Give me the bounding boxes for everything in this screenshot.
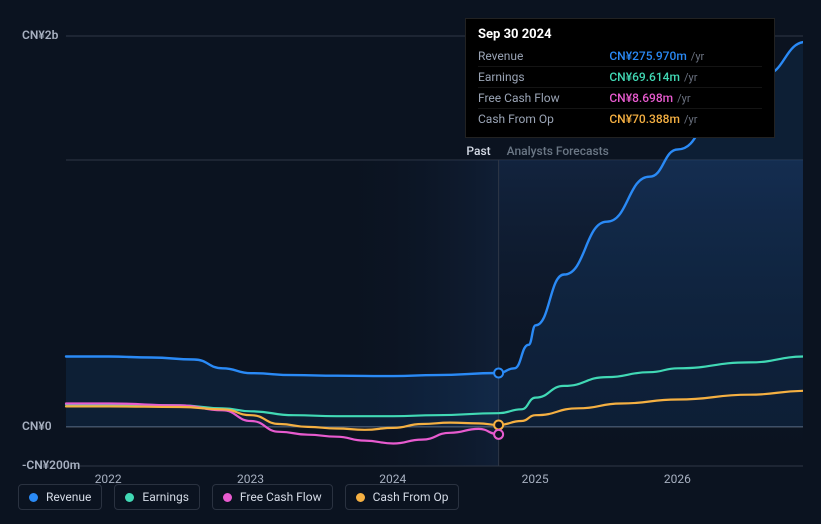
marker-cfo [494, 420, 503, 429]
tooltip-row: EarningsCN¥69.614m/yr [478, 67, 762, 88]
tooltip-row-unit: /yr [691, 50, 704, 63]
legend-item-earnings[interactable]: Earnings [114, 484, 200, 510]
legend-label: Earnings [142, 490, 189, 504]
tooltip-row-value: CN¥275.970m [609, 49, 686, 63]
tooltip-row-label: Revenue [478, 46, 609, 67]
segment-label-forecast: Analysts Forecasts [507, 144, 609, 158]
segment-label-past: Past [466, 144, 490, 158]
tooltip-row-unit: /yr [684, 71, 697, 84]
x-axis-label: 2022 [95, 472, 122, 486]
tooltip-row-value: CN¥69.614m [609, 70, 680, 84]
tooltip-row-label: Free Cash Flow [478, 88, 609, 109]
x-axis-label: 2026 [664, 472, 691, 486]
legend-item-fcf[interactable]: Free Cash Flow [212, 484, 333, 510]
x-axis-label: 2023 [237, 472, 264, 486]
legend-swatch [125, 493, 134, 502]
tooltip-row-unit: /yr [677, 92, 690, 105]
y-axis-label: CN¥0 [22, 419, 52, 433]
legend-swatch [223, 493, 232, 502]
marker-revenue [494, 368, 503, 377]
legend-item-cfo[interactable]: Cash From Op [345, 484, 460, 510]
tooltip-table: RevenueCN¥275.970m/yrEarningsCN¥69.614m/… [478, 46, 762, 129]
tooltip-row-unit: /yr [684, 113, 697, 126]
legend-label: Revenue [46, 490, 91, 504]
x-axis-label: 2025 [522, 472, 549, 486]
chart-legend: Revenue Earnings Free Cash Flow Cash From O… [18, 484, 459, 510]
tooltip-row-value: CN¥70.388m [609, 112, 680, 126]
y-axis-label: -CN¥200m [22, 458, 80, 472]
x-axis-label: 2024 [379, 472, 406, 486]
tooltip-row: RevenueCN¥275.970m/yr [478, 46, 762, 67]
legend-label: Cash From Op [373, 490, 449, 504]
tooltip-row-label: Earnings [478, 67, 609, 88]
legend-item-revenue[interactable]: Revenue [18, 484, 102, 510]
tooltip-row-value: CN¥8.698m [609, 91, 673, 105]
y-axis-label: CN¥2b [22, 28, 58, 42]
marker-fcf [494, 430, 503, 439]
legend-swatch [29, 493, 38, 502]
chart-tooltip: Sep 30 2024 RevenueCN¥275.970m/yrEarning… [465, 18, 775, 138]
legend-swatch [356, 493, 365, 502]
tooltip-row: Cash From OpCN¥70.388m/yr [478, 109, 762, 130]
tooltip-date: Sep 30 2024 [478, 27, 762, 42]
tooltip-row-label: Cash From Op [478, 109, 609, 130]
legend-label: Free Cash Flow [240, 490, 322, 504]
tooltip-row: Free Cash FlowCN¥8.698m/yr [478, 88, 762, 109]
